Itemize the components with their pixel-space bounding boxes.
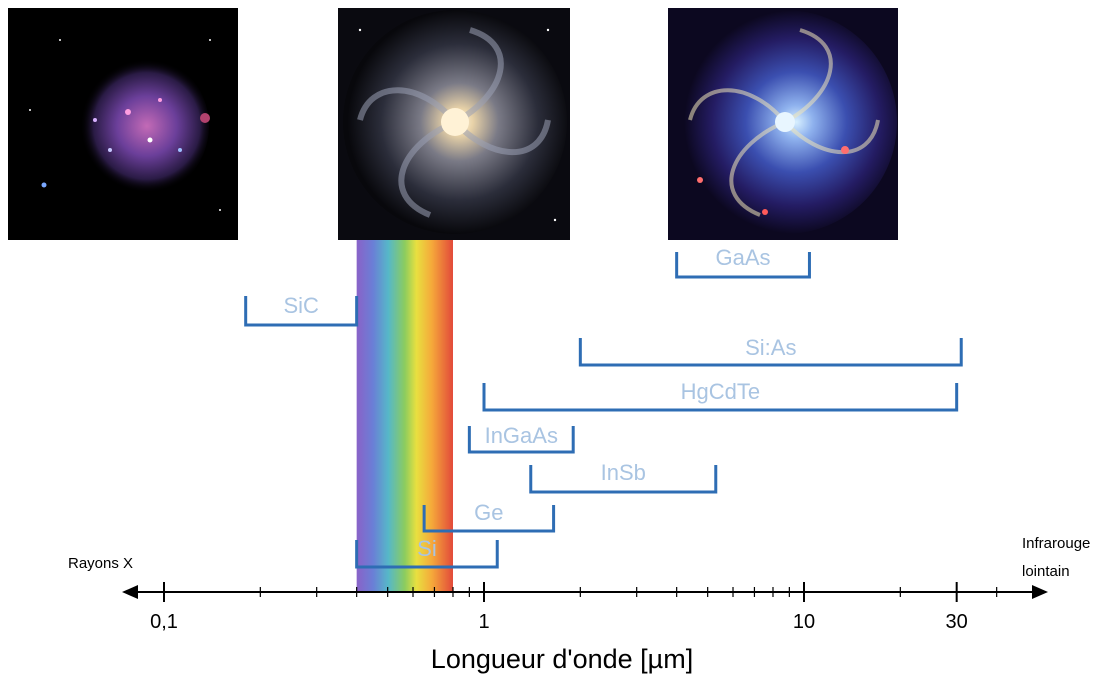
detector-label: Si [417,536,437,561]
detector-sias: Si:As [578,335,963,367]
detector-label: InSb [601,460,646,485]
detector-ge: Ge [422,500,556,533]
detector-si: Si [355,536,499,569]
infrared-galaxy-image [668,8,898,240]
detector-bracket [482,383,959,412]
wavelength-axis: 0,1 1 10 30 [122,582,1048,633]
detector-label: HgCdTe [681,379,760,404]
detector-ingaas: InGaAs [467,423,575,454]
xray-galaxy-image [8,8,238,240]
detector-insb: InSb [529,460,718,494]
infrared-end-label-line1: Infrarouge [1022,535,1090,552]
visible-galaxy-image [338,8,570,240]
tick-label: 1 [478,611,489,633]
tick-label: 30 [946,611,968,633]
axis-arrow-left [122,585,138,599]
detector-ranges: SiC GaAs Si:As HgCdTe InGaAs InSb Ge Si [244,245,963,569]
visible-spectrum-band [356,240,453,592]
detector-label: Ge [474,500,503,525]
xray-end-label: Rayons X [68,555,133,572]
detector-label: Si:As [745,335,796,360]
infrared-end-label-line2: lointain [1022,563,1070,580]
detector-label: SiC [283,293,319,318]
detector-bracket [529,465,718,494]
axis-arrow-right [1032,585,1048,599]
detector-gaas: GaAs [675,245,811,279]
detector-bracket [578,338,963,367]
detector-sic: SiC [244,293,359,327]
detector-hgcdte: HgCdTe [482,379,959,412]
detector-label: GaAs [716,245,771,270]
axis-title: Longueur d'onde [µm] [431,644,693,674]
detector-label: InGaAs [485,423,558,448]
tick-label: 0,1 [150,611,178,633]
detector-bracket [422,505,556,533]
detector-bracket [675,252,811,279]
axis-ticks: 0,1 1 10 30 [150,582,998,633]
detector-bracket [467,426,575,454]
detector-bracket [244,296,359,327]
detector-bracket [355,540,499,569]
tick-label: 10 [793,611,815,633]
